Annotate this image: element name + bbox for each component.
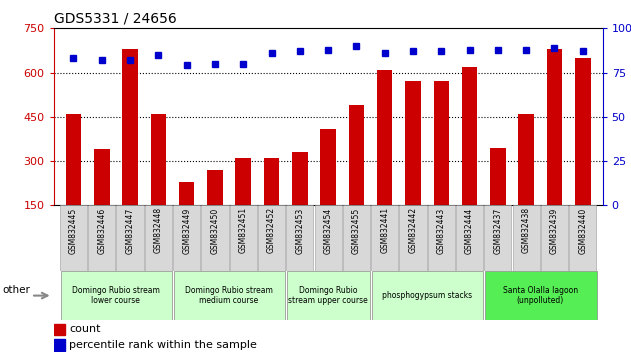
Bar bbox=[144, 205, 172, 271]
Bar bbox=[546, 49, 562, 205]
Text: GSM832438: GSM832438 bbox=[522, 207, 531, 253]
Bar bbox=[399, 205, 427, 271]
Bar bbox=[485, 205, 512, 271]
Bar bbox=[433, 81, 449, 205]
Text: GSM832443: GSM832443 bbox=[437, 207, 446, 253]
Bar bbox=[343, 205, 370, 271]
Bar bbox=[201, 205, 228, 271]
Text: GSM832440: GSM832440 bbox=[578, 207, 587, 253]
Bar bbox=[173, 205, 200, 271]
Text: GSM832454: GSM832454 bbox=[324, 207, 333, 253]
Bar bbox=[462, 67, 478, 205]
Bar bbox=[287, 271, 370, 320]
Bar bbox=[61, 271, 172, 320]
Text: GSM832451: GSM832451 bbox=[239, 207, 248, 253]
Bar bbox=[88, 205, 115, 271]
Text: other: other bbox=[3, 285, 30, 295]
Bar bbox=[54, 324, 65, 335]
Bar bbox=[235, 158, 251, 205]
Bar bbox=[230, 205, 257, 271]
Bar bbox=[371, 205, 398, 271]
Bar bbox=[428, 205, 455, 271]
Bar bbox=[349, 105, 364, 205]
Text: phosphogypsum stacks: phosphogypsum stacks bbox=[382, 291, 472, 300]
Text: GSM832437: GSM832437 bbox=[493, 207, 502, 253]
Bar bbox=[372, 271, 483, 320]
Text: GSM832439: GSM832439 bbox=[550, 207, 559, 253]
Bar bbox=[286, 205, 314, 271]
Text: GDS5331 / 24656: GDS5331 / 24656 bbox=[54, 12, 177, 26]
Text: GSM832448: GSM832448 bbox=[154, 207, 163, 253]
Text: GSM832449: GSM832449 bbox=[182, 207, 191, 253]
Text: Domingo Rubio
stream upper course: Domingo Rubio stream upper course bbox=[288, 286, 368, 305]
Text: GSM832452: GSM832452 bbox=[267, 207, 276, 253]
Text: Domingo Rubio stream
medium course: Domingo Rubio stream medium course bbox=[185, 286, 273, 305]
Bar bbox=[66, 114, 81, 205]
Bar bbox=[122, 49, 138, 205]
Text: GSM832455: GSM832455 bbox=[352, 207, 361, 253]
Text: GSM832453: GSM832453 bbox=[295, 207, 304, 253]
Bar bbox=[541, 205, 568, 271]
Bar bbox=[117, 205, 144, 271]
Text: Santa Olalla lagoon
(unpolluted): Santa Olalla lagoon (unpolluted) bbox=[503, 286, 578, 305]
Bar bbox=[519, 114, 534, 205]
Bar bbox=[151, 114, 166, 205]
Text: GSM832447: GSM832447 bbox=[126, 207, 134, 253]
Bar bbox=[314, 205, 342, 271]
Bar bbox=[485, 271, 597, 320]
Bar bbox=[292, 152, 307, 205]
Bar bbox=[60, 205, 87, 271]
Text: count: count bbox=[69, 324, 101, 334]
Text: GSM832441: GSM832441 bbox=[380, 207, 389, 253]
Bar bbox=[54, 339, 65, 350]
Bar bbox=[377, 70, 392, 205]
Bar bbox=[456, 205, 483, 271]
Text: GSM832445: GSM832445 bbox=[69, 207, 78, 253]
Bar bbox=[174, 271, 285, 320]
Bar bbox=[264, 158, 280, 205]
Text: GSM832446: GSM832446 bbox=[97, 207, 106, 253]
Text: percentile rank within the sample: percentile rank within the sample bbox=[69, 340, 257, 350]
Bar bbox=[94, 149, 110, 205]
Bar bbox=[179, 182, 194, 205]
Bar bbox=[575, 58, 591, 205]
Text: GSM832450: GSM832450 bbox=[210, 207, 220, 253]
Bar bbox=[512, 205, 540, 271]
Text: GSM832442: GSM832442 bbox=[408, 207, 418, 253]
Bar bbox=[207, 170, 223, 205]
Bar bbox=[569, 205, 596, 271]
Text: Domingo Rubio stream
lower course: Domingo Rubio stream lower course bbox=[72, 286, 160, 305]
Bar bbox=[490, 148, 505, 205]
Bar bbox=[405, 81, 421, 205]
Bar bbox=[321, 129, 336, 205]
Text: GSM832444: GSM832444 bbox=[465, 207, 474, 253]
Bar bbox=[258, 205, 285, 271]
